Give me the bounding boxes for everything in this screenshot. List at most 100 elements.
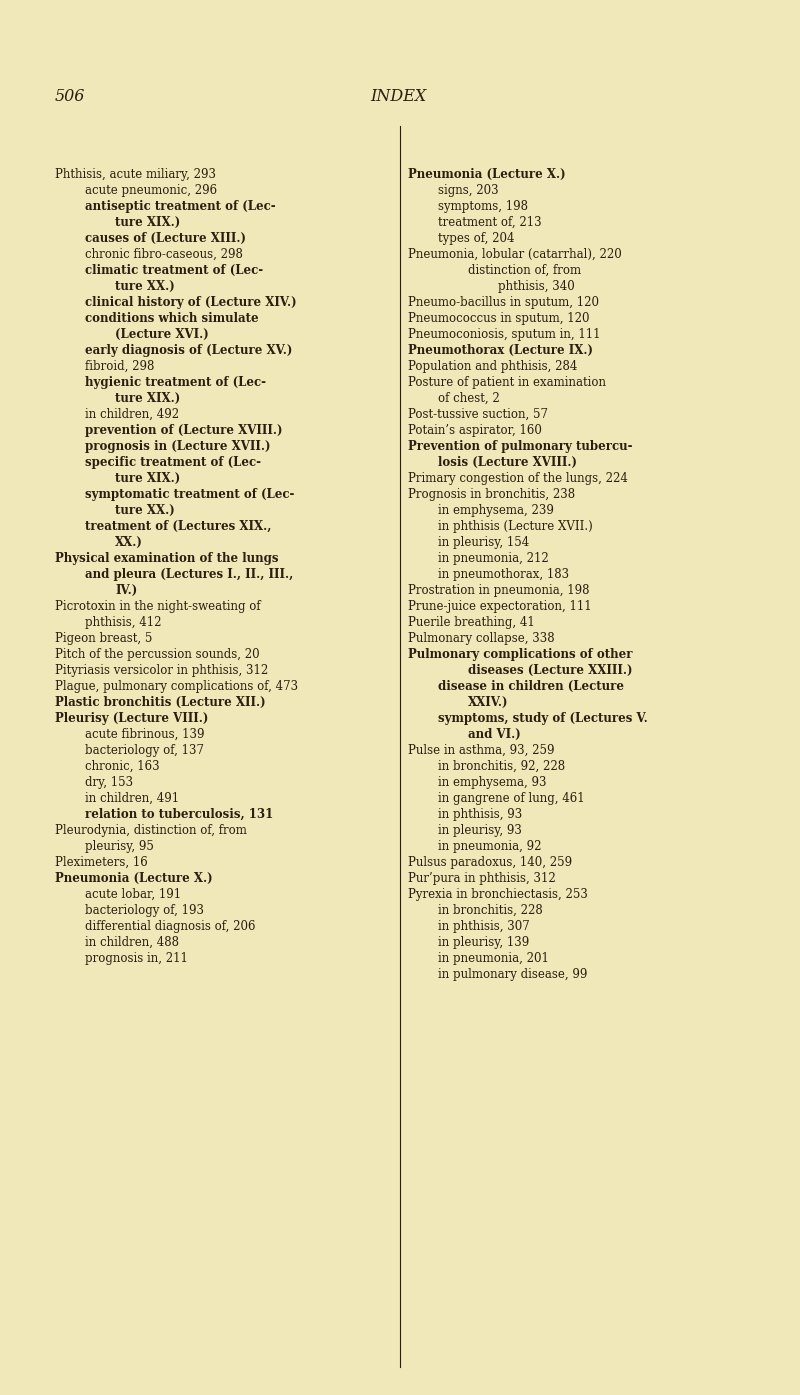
Text: pleurisy, 95: pleurisy, 95 xyxy=(85,840,154,852)
Text: signs, 203: signs, 203 xyxy=(438,184,498,197)
Text: Population and phthisis, 284: Population and phthisis, 284 xyxy=(408,360,578,372)
Text: phthisis, 412: phthisis, 412 xyxy=(85,617,162,629)
Text: specific treatment of (Lec-: specific treatment of (Lec- xyxy=(85,456,261,469)
Text: Picrotoxin in the night-sweating of: Picrotoxin in the night-sweating of xyxy=(55,600,261,612)
Text: Pleximeters, 16: Pleximeters, 16 xyxy=(55,857,148,869)
Text: Pulse in asthma, 93, 259: Pulse in asthma, 93, 259 xyxy=(408,744,554,757)
Text: Pleurisy (Lecture VIII.): Pleurisy (Lecture VIII.) xyxy=(55,711,208,725)
Text: dry, 153: dry, 153 xyxy=(85,776,133,790)
Text: climatic treatment of (Lec-: climatic treatment of (Lec- xyxy=(85,264,263,278)
Text: Pneumo-bacillus in sputum, 120: Pneumo-bacillus in sputum, 120 xyxy=(408,296,599,310)
Text: XXIV.): XXIV.) xyxy=(468,696,509,709)
Text: Prevention of pulmonary tubercu-: Prevention of pulmonary tubercu- xyxy=(408,439,633,453)
Text: ture XIX.): ture XIX.) xyxy=(115,472,180,485)
Text: clinical history of (Lecture XIV.): clinical history of (Lecture XIV.) xyxy=(85,296,297,310)
Text: Post-tussive suction, 57: Post-tussive suction, 57 xyxy=(408,407,548,421)
Text: 506: 506 xyxy=(55,88,86,105)
Text: (Lecture XVI.): (Lecture XVI.) xyxy=(115,328,209,340)
Text: in phthisis (Lecture XVII.): in phthisis (Lecture XVII.) xyxy=(438,520,593,533)
Text: acute pneumonic, 296: acute pneumonic, 296 xyxy=(85,184,217,197)
Text: in pneumonia, 201: in pneumonia, 201 xyxy=(438,951,549,965)
Text: symptoms, study of (Lectures V.: symptoms, study of (Lectures V. xyxy=(438,711,648,725)
Text: ture XIX.): ture XIX.) xyxy=(115,392,180,405)
Text: in pneumonia, 92: in pneumonia, 92 xyxy=(438,840,542,852)
Text: Prune-juice expectoration, 111: Prune-juice expectoration, 111 xyxy=(408,600,592,612)
Text: in pneumonia, 212: in pneumonia, 212 xyxy=(438,552,549,565)
Text: in phthisis, 307: in phthisis, 307 xyxy=(438,919,530,933)
Text: relation to tuberculosis, 131: relation to tuberculosis, 131 xyxy=(85,808,274,822)
Text: in bronchitis, 92, 228: in bronchitis, 92, 228 xyxy=(438,760,565,773)
Text: of chest, 2: of chest, 2 xyxy=(438,392,500,405)
Text: prognosis in, 211: prognosis in, 211 xyxy=(85,951,188,965)
Text: Pigeon breast, 5: Pigeon breast, 5 xyxy=(55,632,152,644)
Text: XX.): XX.) xyxy=(115,536,143,550)
Text: IV.): IV.) xyxy=(115,585,138,597)
Text: chronic fibro-caseous, 298: chronic fibro-caseous, 298 xyxy=(85,248,243,261)
Text: distinction of, from: distinction of, from xyxy=(468,264,581,278)
Text: Pneumonia (Lecture X.): Pneumonia (Lecture X.) xyxy=(55,872,213,884)
Text: in children, 492: in children, 492 xyxy=(85,407,179,421)
Text: Potain’s aspirator, 160: Potain’s aspirator, 160 xyxy=(408,424,542,437)
Text: in pleurisy, 93: in pleurisy, 93 xyxy=(438,824,522,837)
Text: INDEX: INDEX xyxy=(370,88,426,105)
Text: and VI.): and VI.) xyxy=(468,728,521,741)
Text: Pleurodynia, distinction of, from: Pleurodynia, distinction of, from xyxy=(55,824,247,837)
Text: in bronchitis, 228: in bronchitis, 228 xyxy=(438,904,542,917)
Text: in emphysema, 239: in emphysema, 239 xyxy=(438,504,554,518)
Text: causes of (Lecture XIII.): causes of (Lecture XIII.) xyxy=(85,232,246,246)
Text: Plague, pulmonary complications of, 473: Plague, pulmonary complications of, 473 xyxy=(55,679,298,693)
Text: bacteriology of, 193: bacteriology of, 193 xyxy=(85,904,204,917)
Text: phthisis, 340: phthisis, 340 xyxy=(498,280,574,293)
Text: symptomatic treatment of (Lec-: symptomatic treatment of (Lec- xyxy=(85,488,294,501)
Text: Posture of patient in examination: Posture of patient in examination xyxy=(408,377,606,389)
Text: Prognosis in bronchitis, 238: Prognosis in bronchitis, 238 xyxy=(408,488,575,501)
Text: ture XX.): ture XX.) xyxy=(115,280,174,293)
Text: Physical examination of the lungs: Physical examination of the lungs xyxy=(55,552,278,565)
Text: ture XIX.): ture XIX.) xyxy=(115,216,180,229)
Text: Pitch of the percussion sounds, 20: Pitch of the percussion sounds, 20 xyxy=(55,649,260,661)
Text: conditions which simulate: conditions which simulate xyxy=(85,312,258,325)
Text: Pneumoconiosis, sputum in, 111: Pneumoconiosis, sputum in, 111 xyxy=(408,328,601,340)
Text: in gangrene of lung, 461: in gangrene of lung, 461 xyxy=(438,792,585,805)
Text: acute lobar, 191: acute lobar, 191 xyxy=(85,889,181,901)
Text: losis (Lecture XVIII.): losis (Lecture XVIII.) xyxy=(438,456,577,469)
Text: Pyrexia in bronchiectasis, 253: Pyrexia in bronchiectasis, 253 xyxy=(408,889,588,901)
Text: early diagnosis of (Lecture XV.): early diagnosis of (Lecture XV.) xyxy=(85,345,292,357)
Text: Phthisis, acute miliary, 293: Phthisis, acute miliary, 293 xyxy=(55,167,216,181)
Text: in pleurisy, 154: in pleurisy, 154 xyxy=(438,536,530,550)
Text: Pneumothorax (Lecture IX.): Pneumothorax (Lecture IX.) xyxy=(408,345,593,357)
Text: acute fibrinous, 139: acute fibrinous, 139 xyxy=(85,728,205,741)
Text: Pulmonary collapse, 338: Pulmonary collapse, 338 xyxy=(408,632,554,644)
Text: symptoms, 198: symptoms, 198 xyxy=(438,199,528,213)
Text: Pneumonia (Lecture X.): Pneumonia (Lecture X.) xyxy=(408,167,566,181)
Text: prevention of (Lecture XVIII.): prevention of (Lecture XVIII.) xyxy=(85,424,282,437)
Text: differential diagnosis of, 206: differential diagnosis of, 206 xyxy=(85,919,255,933)
Text: bacteriology of, 137: bacteriology of, 137 xyxy=(85,744,204,757)
Text: and pleura (Lectures I., II., III.,: and pleura (Lectures I., II., III., xyxy=(85,568,294,580)
Text: in pneumothorax, 183: in pneumothorax, 183 xyxy=(438,568,569,580)
Text: disease in children (Lecture: disease in children (Lecture xyxy=(438,679,624,693)
Text: ture XX.): ture XX.) xyxy=(115,504,174,518)
Text: fibroid, 298: fibroid, 298 xyxy=(85,360,154,372)
Text: in emphysema, 93: in emphysema, 93 xyxy=(438,776,546,790)
Text: in pleurisy, 139: in pleurisy, 139 xyxy=(438,936,530,949)
Text: treatment of, 213: treatment of, 213 xyxy=(438,216,542,229)
Text: Prostration in pneumonia, 198: Prostration in pneumonia, 198 xyxy=(408,585,590,597)
Text: Plastic bronchitis (Lecture XII.): Plastic bronchitis (Lecture XII.) xyxy=(55,696,266,709)
Text: diseases (Lecture XXIII.): diseases (Lecture XXIII.) xyxy=(468,664,633,677)
Text: in children, 491: in children, 491 xyxy=(85,792,179,805)
Text: Pulsus paradoxus, 140, 259: Pulsus paradoxus, 140, 259 xyxy=(408,857,572,869)
Text: Pityriasis versicolor in phthisis, 312: Pityriasis versicolor in phthisis, 312 xyxy=(55,664,268,677)
Text: Puerile breathing, 41: Puerile breathing, 41 xyxy=(408,617,534,629)
Text: treatment of (Lectures XIX.,: treatment of (Lectures XIX., xyxy=(85,520,271,533)
Text: Pneumococcus in sputum, 120: Pneumococcus in sputum, 120 xyxy=(408,312,590,325)
Text: hygienic treatment of (Lec-: hygienic treatment of (Lec- xyxy=(85,377,266,389)
Text: types of, 204: types of, 204 xyxy=(438,232,514,246)
Text: Pur’pura in phthisis, 312: Pur’pura in phthisis, 312 xyxy=(408,872,556,884)
Text: Pneumonia, lobular (catarrhal), 220: Pneumonia, lobular (catarrhal), 220 xyxy=(408,248,622,261)
Text: chronic, 163: chronic, 163 xyxy=(85,760,160,773)
Text: prognosis in (Lecture XVII.): prognosis in (Lecture XVII.) xyxy=(85,439,270,453)
Text: Pulmonary complications of other: Pulmonary complications of other xyxy=(408,649,633,661)
Text: antiseptic treatment of (Lec-: antiseptic treatment of (Lec- xyxy=(85,199,276,213)
Text: in phthisis, 93: in phthisis, 93 xyxy=(438,808,522,822)
